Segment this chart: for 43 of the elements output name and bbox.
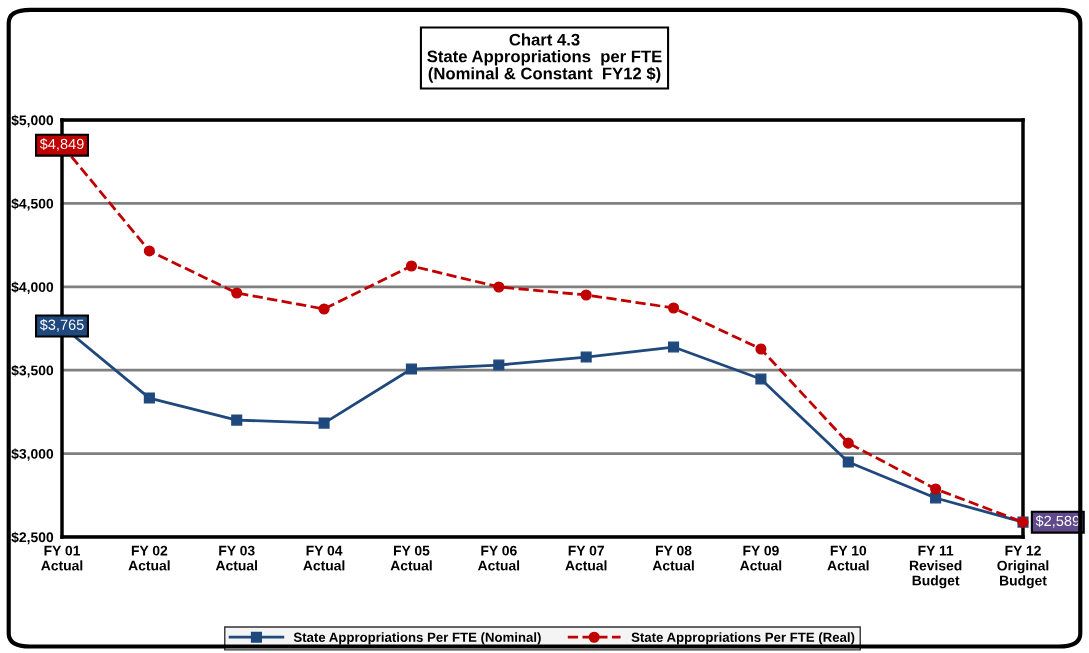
- point: [231, 414, 243, 426]
- x-tick-label: FY 09 Actual: [740, 545, 782, 571]
- legend-label: State Appropriations Per FTE (Nominal): [293, 632, 541, 645]
- point: [580, 351, 592, 363]
- data-label: $4,849: [39, 138, 84, 151]
- x-tick-label: FY 07 Actual: [565, 545, 607, 571]
- point: [580, 289, 592, 301]
- point: [755, 373, 767, 385]
- x-tick-label: FY 06 Actual: [477, 545, 520, 571]
- point: [930, 492, 942, 504]
- point: [493, 359, 505, 371]
- x-tick-label: FY 05 Actual: [390, 545, 432, 571]
- x-tick-label: FY 11 Revised Budget: [909, 545, 962, 589]
- point: [493, 281, 505, 293]
- point: [143, 392, 155, 404]
- point: [755, 343, 767, 355]
- point: [318, 303, 330, 315]
- point: [842, 456, 854, 468]
- point: [667, 341, 680, 353]
- legend-label: State Appropriations Per FTE (Real): [631, 632, 855, 645]
- chart-title: Chart 4.3 State Appropriations per FTE (Nominal & Constant FY12 $): [427, 33, 662, 83]
- y-tick-label: $5,000: [11, 114, 54, 128]
- y-tick-label: $2,500: [11, 531, 54, 545]
- y-tick-label: $4,500: [11, 198, 54, 211]
- x-tick-label: FY 12 Original Budget: [997, 545, 1049, 589]
- point: [842, 437, 854, 449]
- y-tick-label: $3,500: [11, 364, 54, 378]
- point: [143, 245, 155, 257]
- point: [405, 260, 418, 272]
- data-label: $3,765: [39, 318, 84, 332]
- x-tick-label: FY 08 Actual: [652, 545, 694, 571]
- y-tick-label: $4,000: [11, 281, 54, 294]
- point: [930, 483, 942, 495]
- x-tick-label: FY 02 Actual: [128, 545, 170, 571]
- x-tick-label: FY 10 Actual: [827, 545, 869, 571]
- x-tick-label: FY 01 Actual: [41, 545, 83, 571]
- point: [667, 302, 680, 314]
- x-tick-label: FY 03 Actual: [215, 545, 257, 571]
- y-tick-label: $3,000: [11, 448, 54, 461]
- x-tick-label: FY 04 Actual: [303, 545, 345, 571]
- point: [318, 417, 330, 429]
- point: [405, 363, 418, 375]
- point: [231, 287, 243, 299]
